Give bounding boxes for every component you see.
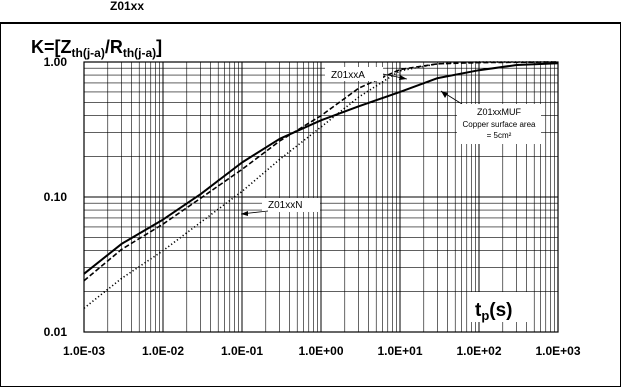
chart-grid xyxy=(83,61,559,333)
x-tick-label: 1.0E-03 xyxy=(63,344,105,358)
chart-series xyxy=(83,61,559,309)
chart-tick-labels: 1.0E-03 1.0E-02 1.0E-01 1.0E+00 1.0E+01 1.0E+… xyxy=(44,55,581,358)
label-bg-z01xxmuf xyxy=(457,104,541,144)
arrowhead-z01xxmuf xyxy=(441,91,448,98)
y-tick-label: 1.00 xyxy=(44,55,68,69)
x-tick-label: 1.0E-02 xyxy=(142,344,184,358)
x-tick-label: 1.0E+02 xyxy=(456,344,501,358)
x-axis-label: tp(s) xyxy=(475,300,513,323)
xlabel-bg xyxy=(470,292,532,322)
chart-annotations: Z01xxA Z01xxMUF Copper surface area = 5c… xyxy=(240,67,541,216)
header-fragment: Z01xx xyxy=(110,1,145,11)
series-label-z01xxmuf: Z01xxMUF xyxy=(477,107,522,117)
label-bg-z01xxn xyxy=(262,198,320,212)
x-tick-label: 1.0E-01 xyxy=(221,344,263,358)
series-label-z01xxmuf-line3: = 5cm² xyxy=(487,131,512,140)
chart-title: K=[Zth(j-a)/Rth(j-a)] xyxy=(31,37,162,60)
series-label-z01xxn: Z01xxN xyxy=(268,200,302,211)
y-tick-label: 0.01 xyxy=(44,325,68,339)
arrowhead-z01xxa xyxy=(399,75,407,80)
header-strip: Z01xx xyxy=(0,0,621,24)
arrowhead-z01xxn xyxy=(241,211,248,216)
x-tick-label: 1.0E+01 xyxy=(377,344,422,358)
label-bg-z01xxa xyxy=(325,67,383,81)
y-tick-label: 0.10 xyxy=(44,190,68,204)
series-line-z01xxa xyxy=(83,61,559,282)
series-label-z01xxa: Z01xxA xyxy=(331,70,365,81)
x-tick-label: 1.0E+00 xyxy=(298,344,343,358)
x-tick-label: 1.0E+03 xyxy=(535,344,580,358)
series-label-z01xxmuf-line2: Copper surface area xyxy=(463,120,536,129)
series-line-z01xxmuf xyxy=(83,62,559,275)
